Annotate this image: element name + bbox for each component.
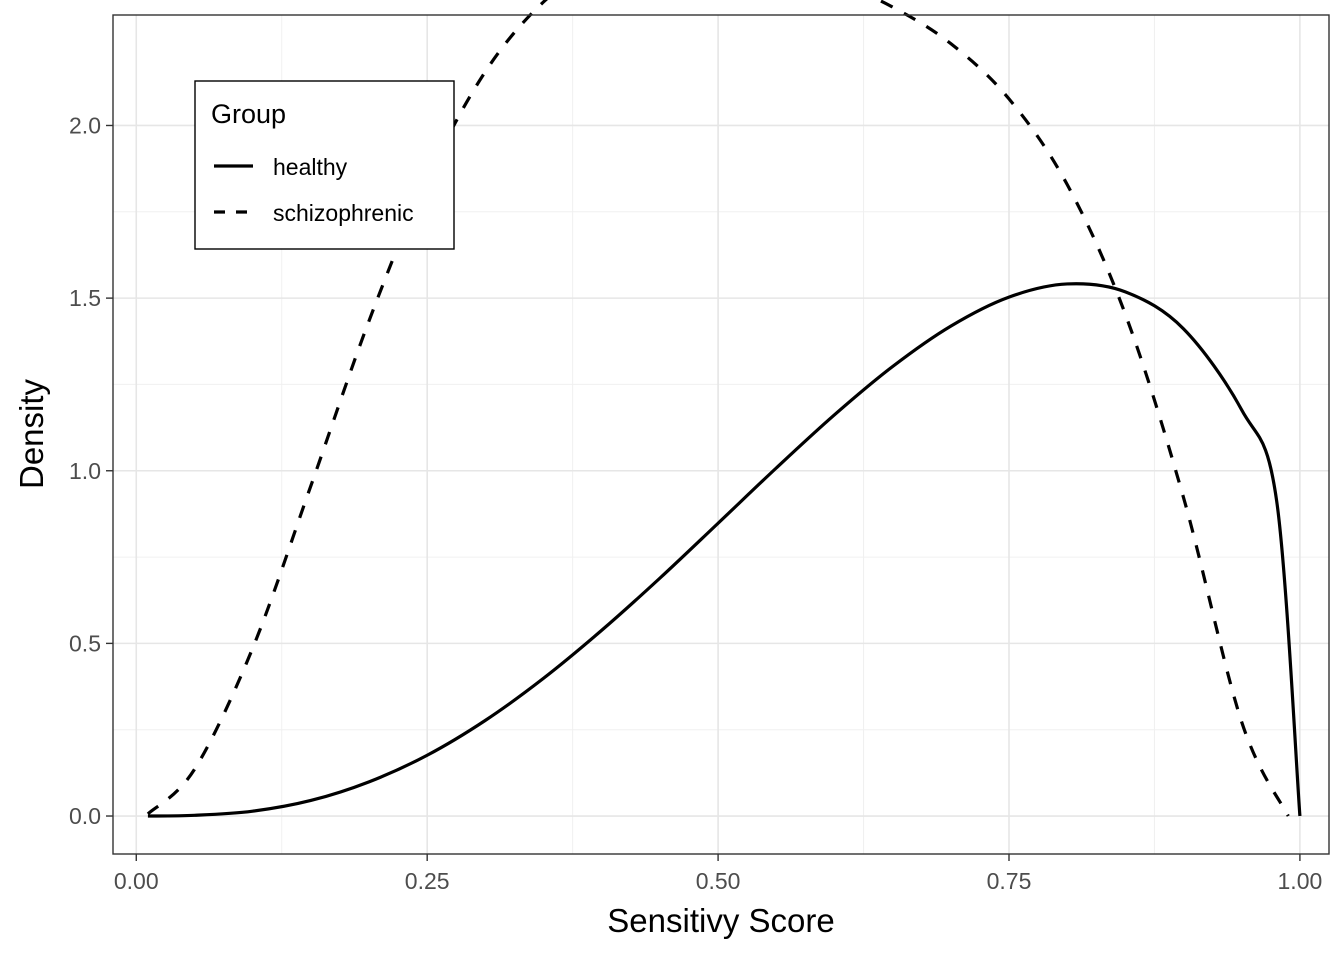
x-tick-label: 0.00	[114, 868, 159, 894]
x-tick-label: 0.50	[696, 868, 741, 894]
density-lines	[146, 0, 1302, 818]
y-tick-label: 1.0	[69, 458, 101, 484]
series-line-healthy	[147, 282, 1302, 818]
plot-panel-border	[112, 14, 1330, 855]
series-line-schizophrenic	[146, 0, 1290, 817]
x-axis-ticks: 0.00 0.25 0.50 0.75 1.00	[114, 854, 1322, 894]
y-axis-title: Density	[13, 378, 50, 489]
y-tick-label: 2.0	[69, 112, 101, 138]
legend-label-healthy: healthy	[273, 154, 348, 180]
legend: Group healthy schizophrenic	[194, 80, 455, 250]
y-tick-label: 0.5	[69, 630, 101, 656]
y-axis-ticks: 0.0 0.5 1.0 1.5 2.0	[69, 112, 113, 829]
legend-title: Group	[211, 99, 286, 129]
y-tick-label: 0.0	[69, 803, 101, 829]
x-tick-label: 0.25	[405, 868, 450, 894]
y-tick-label: 1.5	[69, 285, 101, 311]
x-tick-label: 0.75	[987, 868, 1032, 894]
x-tick-label: 1.00	[1278, 868, 1323, 894]
x-axis-title: Sensitivy Score	[607, 902, 834, 939]
legend-label-schizophrenic: schizophrenic	[273, 200, 414, 226]
